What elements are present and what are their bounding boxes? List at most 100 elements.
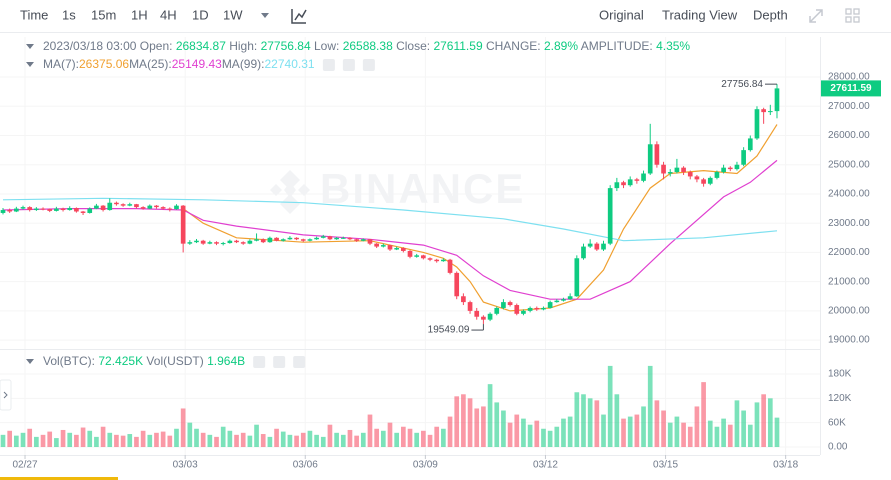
volume-bar — [667, 422, 673, 448]
volume-bar — [167, 435, 173, 448]
interval-button[interactable]: 1D — [192, 7, 209, 22]
volume-bar — [240, 432, 246, 448]
collapse-arrow[interactable] — [26, 62, 34, 67]
more-intervals[interactable] — [261, 13, 269, 18]
candle-body — [601, 243, 606, 250]
collapse-arrow[interactable] — [26, 359, 34, 364]
volume-bar — [234, 434, 239, 448]
side-toggle[interactable] — [0, 379, 12, 411]
candle-body — [701, 179, 706, 184]
label: Low: — [314, 39, 339, 53]
volume-tick-label: 180K — [828, 369, 852, 380]
volume-bar — [601, 414, 606, 448]
interval-button[interactable]: 4H — [160, 7, 177, 22]
candle-body — [40, 208, 46, 210]
label: High: — [229, 39, 257, 53]
candle-body — [334, 237, 339, 240]
volume-bar — [380, 430, 386, 448]
label: Open: — [140, 39, 173, 53]
candle-body — [487, 313, 493, 320]
view-tab[interactable]: Original — [599, 7, 644, 22]
volume-tick-label: 0.00 — [828, 442, 848, 453]
low-label: 19549.09 — [428, 325, 470, 336]
volume-bar — [561, 418, 566, 448]
candle-body — [614, 182, 620, 189]
candle-body — [114, 202, 119, 205]
volume-bar — [554, 426, 560, 448]
collapse-arrow[interactable] — [26, 44, 34, 49]
candle-body — [267, 237, 273, 243]
candle-body — [474, 310, 480, 317]
layout-icon[interactable] — [845, 8, 860, 23]
candle-body — [447, 259, 453, 273]
volume-bar — [501, 410, 506, 448]
volume-bar — [314, 434, 319, 448]
candle-body — [214, 242, 219, 244]
volume-bar — [340, 434, 346, 448]
volume-bar — [587, 398, 593, 448]
candle-body — [707, 177, 713, 184]
volume-bar — [200, 432, 206, 448]
candle-body — [94, 205, 99, 209]
volume-bar — [134, 436, 139, 448]
candle-body — [367, 239, 373, 244]
fullscreen-icon[interactable] — [809, 9, 823, 23]
candle-body — [587, 243, 593, 247]
interval-button[interactable]: 1H — [131, 7, 148, 22]
volume-bar — [774, 417, 780, 448]
view-tab[interactable]: Trading View — [662, 7, 738, 22]
grid — [0, 37, 820, 455]
value: 4.35% — [656, 39, 690, 53]
y-tick-label: 21000.00 — [828, 276, 870, 287]
volume-bar — [360, 432, 366, 448]
volume-bar — [107, 432, 113, 448]
candle-body — [621, 182, 626, 186]
volume-bar — [721, 418, 726, 448]
legend-icon — [342, 59, 355, 71]
volume-bar — [387, 422, 393, 448]
volume-bar — [180, 408, 186, 448]
volume-bar — [67, 432, 73, 448]
candle-body — [327, 236, 333, 240]
candle-body — [661, 164, 666, 174]
volume-bar — [421, 430, 426, 448]
volume-bar — [567, 416, 573, 448]
candle-body — [434, 259, 440, 262]
x-tick-label: 03/06 — [293, 460, 318, 471]
volume-bar — [401, 426, 406, 448]
volume-bar — [727, 424, 733, 448]
candle-body — [667, 172, 673, 174]
candle-body — [87, 208, 93, 213]
candle-body — [180, 205, 186, 244]
view-tab[interactable]: Depth — [753, 7, 788, 22]
y-tick-label: 24000.00 — [828, 189, 870, 200]
candle-body — [674, 167, 680, 173]
volume-bar — [207, 434, 213, 448]
candle-body — [314, 237, 319, 240]
indicator-icon[interactable] — [291, 9, 307, 24]
interval-button[interactable]: 1W — [223, 7, 243, 22]
scrollbar[interactable] — [0, 477, 118, 480]
interval-button[interactable]: 1s — [62, 7, 76, 22]
volume-bar — [581, 394, 586, 448]
candle-body — [547, 302, 553, 308]
candle-body — [307, 239, 313, 241]
volume-bar — [114, 434, 119, 448]
candle-body — [747, 138, 753, 151]
volume-bar — [34, 436, 39, 448]
volume-bar — [160, 431, 166, 448]
volume-bar — [260, 434, 266, 448]
volume-bar — [0, 434, 6, 448]
value: 26588.38 — [343, 39, 393, 53]
ohlc-info: 2023/03/18 03:00 Open: 26834.87 High: 27… — [43, 39, 690, 53]
interval-button[interactable]: 15m — [91, 7, 116, 22]
candle-body — [160, 207, 166, 209]
x-tick-label: 02/27 — [13, 460, 38, 471]
volume-bar — [521, 418, 526, 448]
volume-bar — [594, 400, 600, 448]
candle-body — [254, 239, 259, 241]
interval-button[interactable]: Time — [20, 7, 48, 22]
volume-bar — [634, 414, 640, 448]
ma-name: MA(25): — [129, 57, 172, 71]
